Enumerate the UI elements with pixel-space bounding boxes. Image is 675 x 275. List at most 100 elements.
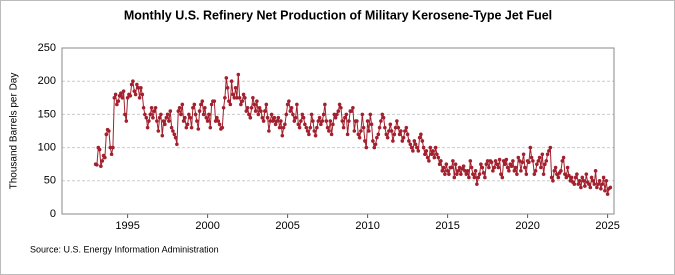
data-point (540, 152, 545, 157)
data-point (361, 125, 366, 130)
data-point (604, 179, 609, 183)
data-point (216, 119, 221, 123)
data-point (301, 115, 306, 120)
data-point (411, 149, 415, 153)
data-point (247, 112, 251, 117)
data-point (161, 119, 166, 123)
data-point (119, 91, 123, 95)
data-point (384, 132, 389, 137)
data-point (425, 155, 430, 160)
data-point (213, 119, 218, 123)
data-point (163, 122, 167, 127)
data-point (375, 135, 379, 140)
data-point (392, 132, 397, 137)
data-point (379, 119, 383, 123)
data-point (435, 152, 439, 157)
data-point (229, 79, 234, 83)
data-point (167, 119, 171, 123)
data-point (260, 115, 265, 120)
data-point (237, 96, 242, 100)
data-point (281, 125, 286, 130)
data-point (123, 112, 127, 117)
data-point (269, 112, 274, 117)
data-point (332, 112, 337, 117)
data-point (412, 139, 417, 143)
data-point (608, 185, 613, 190)
data-point (491, 169, 495, 173)
data-point (276, 115, 281, 120)
data-point (143, 112, 147, 117)
data-point (453, 162, 458, 166)
data-point (351, 105, 355, 110)
data-point (515, 172, 519, 176)
data-point (476, 175, 481, 180)
data-point (241, 92, 246, 97)
data-point (407, 139, 411, 143)
data-point (517, 159, 522, 163)
data-point (475, 182, 479, 186)
data-point (513, 165, 518, 170)
data-point (472, 175, 477, 180)
data-point (288, 109, 293, 113)
data-point (449, 165, 454, 170)
data-point (331, 122, 335, 127)
data-point (397, 132, 402, 137)
data-point (527, 160, 531, 165)
data-point (560, 159, 565, 163)
y-tick-label: 0 (50, 208, 56, 220)
data-point (208, 125, 213, 130)
data-point (128, 94, 133, 98)
data-point (536, 159, 541, 163)
data-point (523, 165, 527, 170)
data-point (109, 152, 114, 157)
data-point (400, 139, 405, 143)
data-point (456, 169, 461, 173)
data-point (256, 112, 261, 117)
data-point (552, 169, 557, 173)
data-point (289, 105, 294, 110)
data-point (533, 169, 538, 173)
y-tick-label: 200 (38, 75, 56, 87)
data-point (277, 125, 282, 130)
data-point (457, 165, 462, 170)
data-point (267, 129, 271, 133)
data-point (148, 112, 153, 117)
data-point (528, 145, 533, 150)
data-point (236, 72, 241, 77)
data-point (369, 122, 374, 127)
data-point (239, 102, 243, 107)
data-point (499, 172, 503, 176)
data-point (220, 125, 225, 130)
data-point (421, 145, 426, 150)
data-point (588, 185, 593, 190)
data-point (423, 152, 427, 157)
data-point (395, 119, 399, 123)
data-point (185, 122, 190, 127)
data-point (200, 99, 205, 103)
data-point (317, 115, 322, 120)
data-point (556, 175, 561, 180)
data-point (363, 139, 367, 143)
data-point (563, 172, 567, 176)
data-point (521, 152, 526, 157)
data-point (251, 96, 255, 100)
x-tick-label: 2020 (515, 220, 539, 232)
data-point (547, 149, 551, 153)
data-point (409, 145, 414, 150)
data-point (329, 132, 334, 137)
data-point (377, 125, 382, 130)
data-point (168, 109, 173, 113)
data-point (512, 169, 517, 173)
data-point (440, 169, 445, 173)
data-point (389, 129, 394, 133)
data-point (424, 149, 429, 153)
data-point (360, 112, 365, 117)
data-point (341, 125, 346, 130)
data-point (121, 89, 126, 93)
data-point (116, 99, 121, 103)
data-point (285, 102, 290, 107)
data-point (413, 142, 418, 147)
data-point (151, 115, 155, 120)
data-point (359, 129, 363, 133)
data-point (221, 105, 226, 110)
